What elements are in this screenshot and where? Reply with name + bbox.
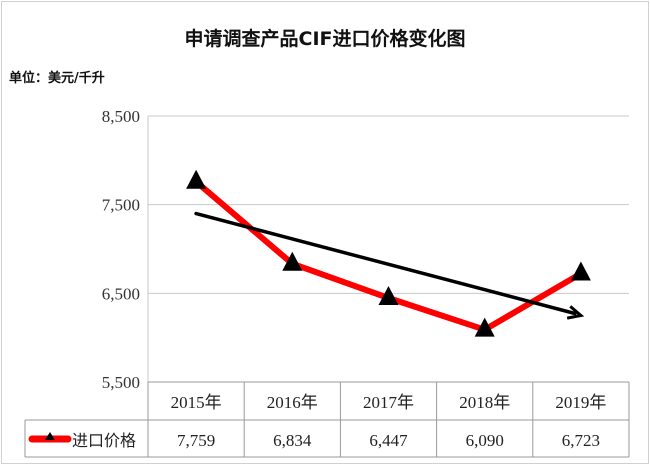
y-tick-label: 7,500 — [102, 196, 140, 215]
category-label: 2017年 — [363, 393, 414, 412]
y-tick-label: 8,500 — [102, 107, 140, 126]
y-tick-label: 5,500 — [102, 373, 140, 392]
unit-label: 单位：美元/千升 — [9, 71, 105, 86]
category-label: 2016年 — [267, 393, 318, 412]
trend-arrow-line — [194, 211, 577, 316]
category-label: 2018年 — [459, 393, 510, 412]
data-point-marker — [282, 251, 303, 271]
data-point-marker — [474, 317, 495, 337]
category-label: 2015年 — [171, 393, 222, 412]
data-table-value: 6,834 — [273, 431, 312, 450]
data-table-value: 7,759 — [177, 431, 215, 450]
chart-title: 申请调查产品CIF进口价格变化图 — [184, 28, 466, 50]
y-tick-label: 6,500 — [102, 284, 140, 303]
legend-label: 进口价格 — [72, 431, 136, 450]
data-table-value: 6,723 — [562, 431, 600, 450]
trend-arrow-head-icon — [566, 305, 585, 320]
data-point-marker — [186, 169, 207, 189]
series-line — [194, 179, 583, 333]
legend-triangle-icon — [45, 432, 55, 440]
data-point-marker — [570, 261, 591, 281]
data-table-value: 6,447 — [369, 431, 408, 450]
data-point-marker — [378, 286, 399, 306]
data-table-value: 6,090 — [466, 431, 504, 450]
category-label: 2019年 — [555, 393, 606, 412]
